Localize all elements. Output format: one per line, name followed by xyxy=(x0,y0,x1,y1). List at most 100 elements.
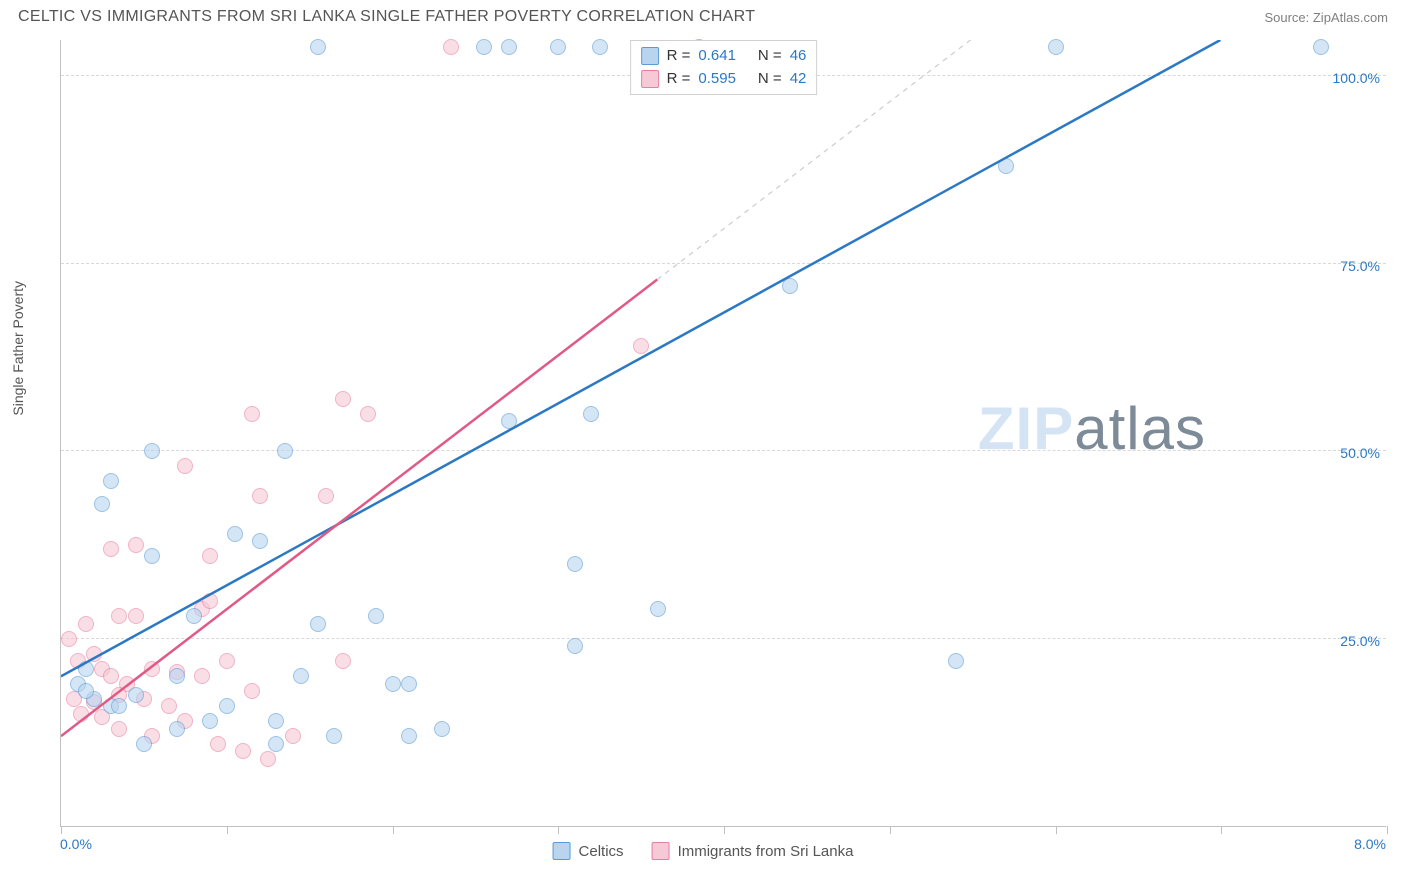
grid-line xyxy=(61,263,1386,264)
x-tick xyxy=(1387,826,1388,834)
srilanka-point xyxy=(210,736,226,752)
x-tick xyxy=(724,826,725,834)
x-tick xyxy=(1056,826,1057,834)
celtics-point xyxy=(144,443,160,459)
srilanka-point xyxy=(111,608,127,624)
celtics-point xyxy=(1313,39,1329,55)
swatch-celtics xyxy=(641,47,659,65)
celtics-point xyxy=(476,39,492,55)
swatch-srilanka xyxy=(641,70,659,88)
celtics-point xyxy=(94,496,110,512)
legend-row-srilanka: R = 0.595 N = 42 xyxy=(641,68,807,91)
grid-line xyxy=(61,638,1386,639)
celtics-point xyxy=(567,556,583,572)
x-tick xyxy=(227,826,228,834)
srilanka-point xyxy=(318,488,334,504)
srilanka-point xyxy=(633,338,649,354)
celtics-point xyxy=(293,668,309,684)
srilanka-point xyxy=(202,548,218,564)
swatch-srilanka-icon xyxy=(652,842,670,860)
celtics-point xyxy=(252,533,268,549)
celtics-point xyxy=(1048,39,1064,55)
srilanka-point xyxy=(252,488,268,504)
celtics-point xyxy=(998,158,1014,174)
chart-container: Single Father Poverty ZIPatlas R = 0.641… xyxy=(20,40,1386,872)
celtics-point xyxy=(434,721,450,737)
celtics-point xyxy=(550,39,566,55)
grid-line xyxy=(61,450,1386,451)
watermark: ZIPatlas xyxy=(978,394,1206,463)
n-value-srilanka: 42 xyxy=(790,68,807,91)
celtics-point xyxy=(310,616,326,632)
series-legend: Celtics Immigrants from Sri Lanka xyxy=(553,842,854,860)
celtics-point xyxy=(219,698,235,714)
x-tick xyxy=(61,826,62,834)
srilanka-point xyxy=(111,721,127,737)
r-value-celtics: 0.641 xyxy=(698,45,736,68)
celtics-point xyxy=(948,653,964,669)
celtics-point xyxy=(501,413,517,429)
srilanka-point xyxy=(177,458,193,474)
srilanka-point xyxy=(78,616,94,632)
swatch-celtics-icon xyxy=(553,842,571,860)
r-label: R = xyxy=(667,45,691,68)
celtics-point xyxy=(401,676,417,692)
x-tick-label-max: 8.0% xyxy=(1354,836,1386,852)
celtics-point xyxy=(583,406,599,422)
x-tick xyxy=(558,826,559,834)
celtics-point xyxy=(144,548,160,564)
x-tick xyxy=(1221,826,1222,834)
correlation-legend: R = 0.641 N = 46 R = 0.595 N = 42 xyxy=(630,40,818,95)
celtics-point xyxy=(186,608,202,624)
plot-area: ZIPatlas R = 0.641 N = 46 R = 0.595 N = … xyxy=(60,40,1386,827)
celtics-point xyxy=(592,39,608,55)
celtics-point xyxy=(268,736,284,752)
celtics-point xyxy=(136,736,152,752)
celtics-point xyxy=(78,683,94,699)
celtics-point xyxy=(567,638,583,654)
srilanka-point xyxy=(144,661,160,677)
celtics-point xyxy=(169,668,185,684)
srilanka-point xyxy=(103,668,119,684)
y-tick-label: 100.0% xyxy=(1333,70,1380,86)
celtics-point xyxy=(782,278,798,294)
y-axis-label: Single Father Poverty xyxy=(10,281,26,416)
srilanka-point xyxy=(73,706,89,722)
celtics-point xyxy=(326,728,342,744)
srilanka-point xyxy=(260,751,276,767)
celtics-point xyxy=(78,661,94,677)
chart-title: CELTIC VS IMMIGRANTS FROM SRI LANKA SING… xyxy=(18,8,755,26)
srilanka-point xyxy=(244,406,260,422)
srilanka-point xyxy=(61,631,77,647)
legend-label-celtics: Celtics xyxy=(579,843,624,860)
y-tick-label: 50.0% xyxy=(1340,445,1380,461)
watermark-light: ZIP xyxy=(978,395,1074,462)
r-value-srilanka: 0.595 xyxy=(698,68,736,91)
chart-source: Source: ZipAtlas.com xyxy=(1264,10,1388,25)
legend-item-srilanka: Immigrants from Sri Lanka xyxy=(652,842,854,860)
celtics-point xyxy=(277,443,293,459)
srilanka-point xyxy=(194,668,210,684)
srilanka-point xyxy=(86,646,102,662)
legend-label-srilanka: Immigrants from Sri Lanka xyxy=(678,843,854,860)
srilanka-point xyxy=(285,728,301,744)
y-tick-label: 25.0% xyxy=(1340,633,1380,649)
srilanka-point xyxy=(161,698,177,714)
srilanka-point xyxy=(235,743,251,759)
x-tick xyxy=(393,826,394,834)
celtics-point xyxy=(368,608,384,624)
srilanka-point xyxy=(128,537,144,553)
celtics-point xyxy=(310,39,326,55)
chart-header: CELTIC VS IMMIGRANTS FROM SRI LANKA SING… xyxy=(0,0,1406,30)
celtics-point xyxy=(111,698,127,714)
y-tick-label: 75.0% xyxy=(1340,258,1380,274)
celtics-point xyxy=(128,687,144,703)
srilanka-point xyxy=(335,653,351,669)
srilanka-point xyxy=(202,593,218,609)
srilanka-point xyxy=(128,608,144,624)
srilanka-point xyxy=(219,653,235,669)
celtics-point xyxy=(227,526,243,542)
n-value-celtics: 46 xyxy=(790,45,807,68)
srilanka-point xyxy=(103,541,119,557)
celtics-point xyxy=(103,473,119,489)
